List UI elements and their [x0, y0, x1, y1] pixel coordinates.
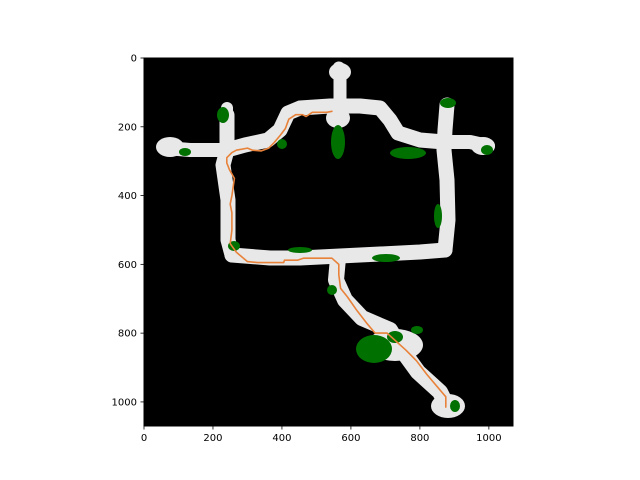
x-tick-label: 1000 [476, 433, 501, 444]
x-tick-label: 800 [410, 433, 429, 444]
y-tick-label: 200 [118, 122, 137, 133]
x-tick-label: 400 [272, 433, 291, 444]
veg-patch [450, 400, 460, 412]
veg-patch [288, 247, 312, 253]
corridor-right-top-stub [438, 98, 452, 146]
veg-patch [372, 254, 400, 262]
planned-path-line [226, 110, 447, 408]
room-left-end [156, 137, 184, 157]
veg-patch [327, 285, 337, 295]
veg-patch [179, 148, 191, 156]
x-tick-label: 600 [341, 433, 360, 444]
veg-patch [481, 145, 493, 155]
veg-patch [434, 204, 442, 228]
y-tick-label: 800 [118, 329, 137, 340]
veg-patch [217, 107, 229, 123]
axes-frame [143, 57, 514, 427]
veg-patch [331, 125, 345, 159]
map-layer [156, 61, 495, 418]
y-tick-label: 400 [118, 191, 137, 202]
y-axis: 0 200 400 600 800 1000 [112, 54, 144, 408]
y-tick-label: 1000 [112, 397, 137, 408]
vegetation-patches [179, 98, 493, 412]
x-axis: 0 200 400 600 800 1000 [141, 426, 502, 444]
veg-patch [411, 326, 423, 334]
veg-patch [390, 147, 426, 159]
veg-patch [277, 139, 287, 149]
room-top [329, 63, 351, 81]
room-bottom-end [431, 394, 465, 418]
x-tick-label: 0 [141, 433, 147, 444]
room-upper-center [326, 108, 350, 128]
y-tick-label: 600 [118, 260, 137, 271]
x-tick-label: 200 [203, 433, 222, 444]
veg-patch [440, 98, 456, 108]
corridor-top [219, 98, 452, 158]
veg-patch [387, 331, 403, 343]
veg-patch [356, 335, 392, 363]
y-tick-label: 0 [131, 54, 137, 65]
